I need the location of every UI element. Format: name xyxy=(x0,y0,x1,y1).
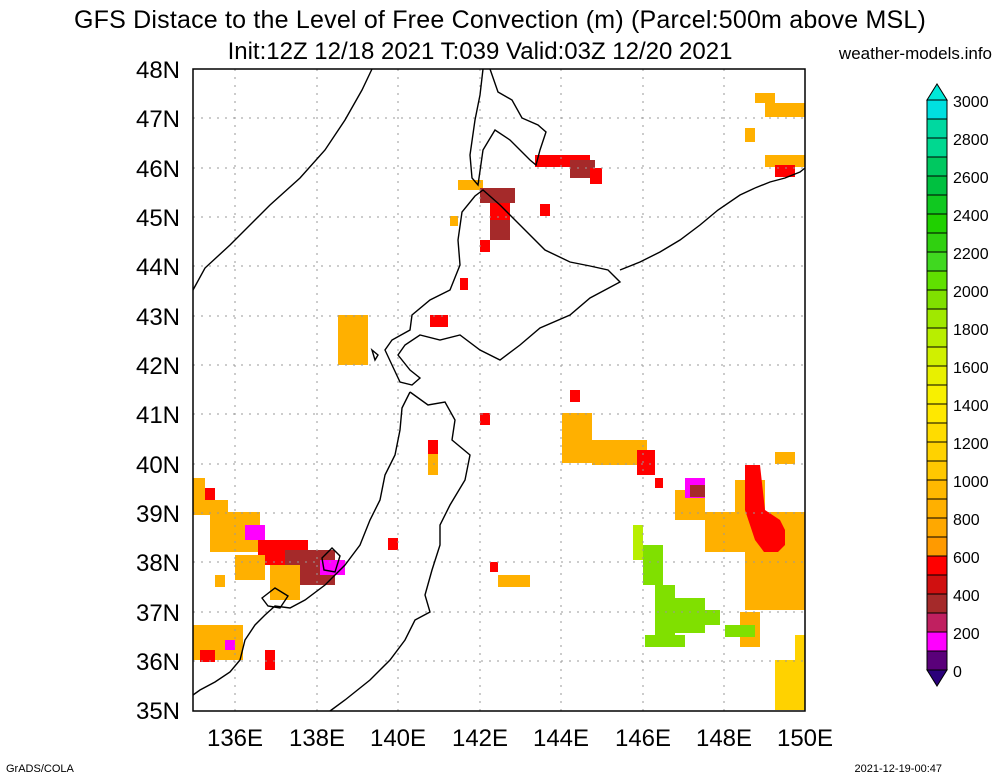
longitude-labels: 136E 138E 140E 142E 144E 146E 148E 150E xyxy=(207,725,833,752)
coastlines xyxy=(192,68,806,712)
lon-label: 150E xyxy=(777,725,833,752)
colorbar-label: 1200 xyxy=(953,436,989,453)
latitude-labels: 48N 47N 46N 45N 44N 43N 42N 41N 40N 39N … xyxy=(136,57,180,725)
colorbar-top-arrow xyxy=(926,83,948,101)
lat-label: 35N xyxy=(136,698,180,725)
site-credit: weather-models.info xyxy=(838,44,992,63)
map-subtitle: Init:12Z 12/18 2021 T:039 Valid:03Z 12/2… xyxy=(227,38,733,65)
colorbar-label: 2400 xyxy=(953,208,989,225)
lat-label: 46N xyxy=(136,156,180,183)
lat-label: 38N xyxy=(136,550,180,577)
colorbar: 3000 2800 2600 2400 2200 2000 1800 1600 … xyxy=(926,83,989,687)
colorbar-label: 1400 xyxy=(953,398,989,415)
lat-label: 45N xyxy=(136,205,180,232)
lat-label: 44N xyxy=(136,254,180,281)
colorbar-label: 1000 xyxy=(953,474,989,491)
lon-label: 148E xyxy=(696,725,752,752)
map-title: GFS Distace to the Level of Free Convect… xyxy=(73,6,927,34)
colorbar-label: 2200 xyxy=(953,246,989,263)
colorbar-label: 1800 xyxy=(953,322,989,339)
colorbar-label: 2800 xyxy=(953,132,989,149)
lon-label: 142E xyxy=(452,725,508,752)
lon-label: 136E xyxy=(207,725,263,752)
colorbar-label: 800 xyxy=(953,512,980,529)
lat-label: 43N xyxy=(136,304,180,331)
lat-label: 39N xyxy=(136,501,180,528)
lat-label: 47N xyxy=(136,106,180,133)
lat-label: 37N xyxy=(136,600,180,627)
colorbar-label: 0 xyxy=(953,664,962,681)
colorbar-label: 3000 xyxy=(953,94,989,111)
map-grid xyxy=(193,69,805,711)
lat-label: 40N xyxy=(136,452,180,479)
colorbar-label: 2000 xyxy=(953,284,989,301)
colorbar-bottom-arrow xyxy=(926,669,948,687)
footer-software: GrADS/COLA xyxy=(6,763,74,775)
colorbar-label: 600 xyxy=(953,550,980,567)
lat-label: 42N xyxy=(136,353,180,380)
map-frame xyxy=(192,68,806,712)
lon-label: 138E xyxy=(289,725,345,752)
lat-label: 41N xyxy=(136,402,180,429)
lon-label: 140E xyxy=(370,725,426,752)
colorbar-label: 1600 xyxy=(953,360,989,377)
lat-label: 36N xyxy=(136,649,180,676)
footer-timestamp: 2021-12-19-00:47 xyxy=(854,763,942,775)
lon-label: 144E xyxy=(533,725,589,752)
lat-label: 48N xyxy=(136,57,180,84)
colorbar-label: 400 xyxy=(953,588,980,605)
colorbar-label: 200 xyxy=(953,626,980,643)
lon-label: 146E xyxy=(615,725,671,752)
colorbar-label: 2600 xyxy=(953,170,989,187)
